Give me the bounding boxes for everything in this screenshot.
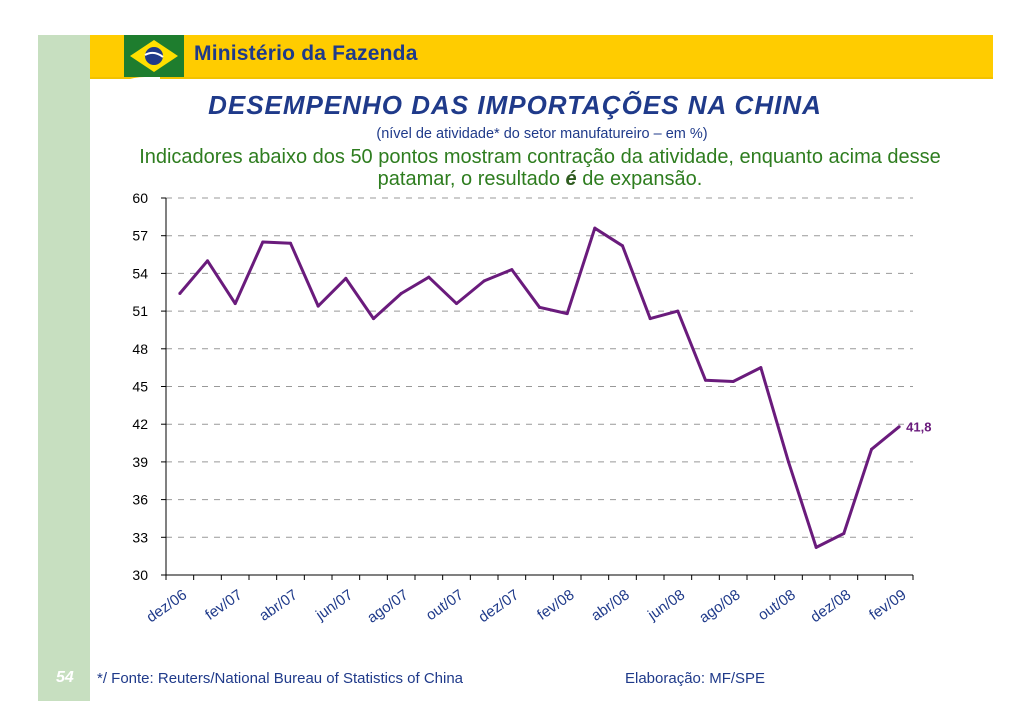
x-tick-label: out/08: [755, 586, 799, 624]
credit-note: Elaboração: MF/SPE: [625, 670, 766, 687]
y-tick-label: 33: [132, 529, 148, 545]
y-tick-label: 42: [132, 416, 148, 432]
content-panel: [90, 77, 160, 701]
header-band: [90, 35, 993, 79]
data-point: [344, 276, 348, 280]
data-point: [316, 304, 320, 308]
data-point: [510, 268, 514, 272]
y-tick-label: 30: [132, 567, 148, 583]
data-point: [538, 305, 541, 309]
data-point: [372, 317, 375, 321]
data-point: [427, 275, 431, 279]
x-tick-label: abr/08: [588, 586, 633, 624]
x-tick-label: dez/07: [475, 586, 522, 626]
x-tick-label: fev/07: [202, 586, 245, 623]
data-point: [261, 240, 265, 244]
data-point: [648, 317, 652, 321]
source-note: */ Fonte: Reuters/National Bureau of Sta…: [97, 670, 464, 687]
y-tick-label: 45: [132, 379, 148, 395]
ministry-logo: [124, 35, 184, 77]
slide-description: Indicadores abaixo dos 50 pontos mostram…: [110, 146, 970, 190]
description-part2: de expansão.: [576, 168, 703, 190]
x-tick-label: out/07: [423, 586, 467, 624]
x-tick-label: dez/08: [807, 586, 854, 626]
x-tick-label: ago/07: [364, 586, 411, 626]
y-tick-label: 57: [132, 228, 148, 244]
x-tick-label: jun/08: [644, 586, 688, 624]
data-point: [621, 244, 624, 248]
y-tick-label: 54: [132, 265, 148, 281]
slide-subtitle: (nível de atividade* do setor manufature…: [376, 126, 708, 142]
data-point: [759, 366, 763, 370]
x-tick-label: dez/06: [143, 586, 190, 626]
x-tick-label: jun/07: [312, 586, 356, 624]
description-part1: Indicadores abaixo dos 50 pontos mostram…: [139, 146, 941, 190]
y-tick-label: 60: [132, 190, 148, 206]
data-point: [731, 379, 735, 383]
y-tick-label: 39: [132, 454, 148, 470]
data-point: [842, 532, 846, 536]
x-tick-label: ago/08: [696, 586, 743, 626]
data-point: [455, 302, 458, 306]
end-value-label: 41,8: [906, 420, 931, 435]
ministry-name: Ministério da Fazenda: [194, 42, 418, 65]
data-point: [565, 312, 569, 316]
data-point: [704, 378, 707, 382]
y-tick-label: 48: [132, 341, 148, 357]
brazil-flag-icon: [124, 35, 184, 77]
x-tick-label: abr/07: [256, 586, 301, 624]
data-point: [206, 259, 209, 263]
y-tick-label: 51: [132, 303, 148, 319]
data-point: [593, 226, 597, 230]
slide-title: DESEMPENHO DAS IMPORTAÇÕES NA CHINA: [208, 90, 822, 120]
y-tick-label: 36: [132, 492, 148, 508]
data-point: [814, 545, 818, 549]
left-sidebar-band: [38, 35, 90, 701]
page-number: 54: [56, 669, 74, 686]
description-emphasis: é: [565, 168, 577, 190]
data-point: [399, 292, 403, 296]
data-point: [676, 309, 680, 313]
x-tick-label: fev/08: [534, 586, 577, 623]
data-point: [289, 241, 292, 245]
data-point: [870, 447, 873, 451]
x-tick-label: fev/09: [866, 586, 909, 623]
data-point: [897, 425, 901, 429]
data-point: [233, 302, 237, 306]
data-point: [178, 292, 182, 296]
data-point: [482, 279, 486, 283]
data-point: [787, 460, 790, 464]
